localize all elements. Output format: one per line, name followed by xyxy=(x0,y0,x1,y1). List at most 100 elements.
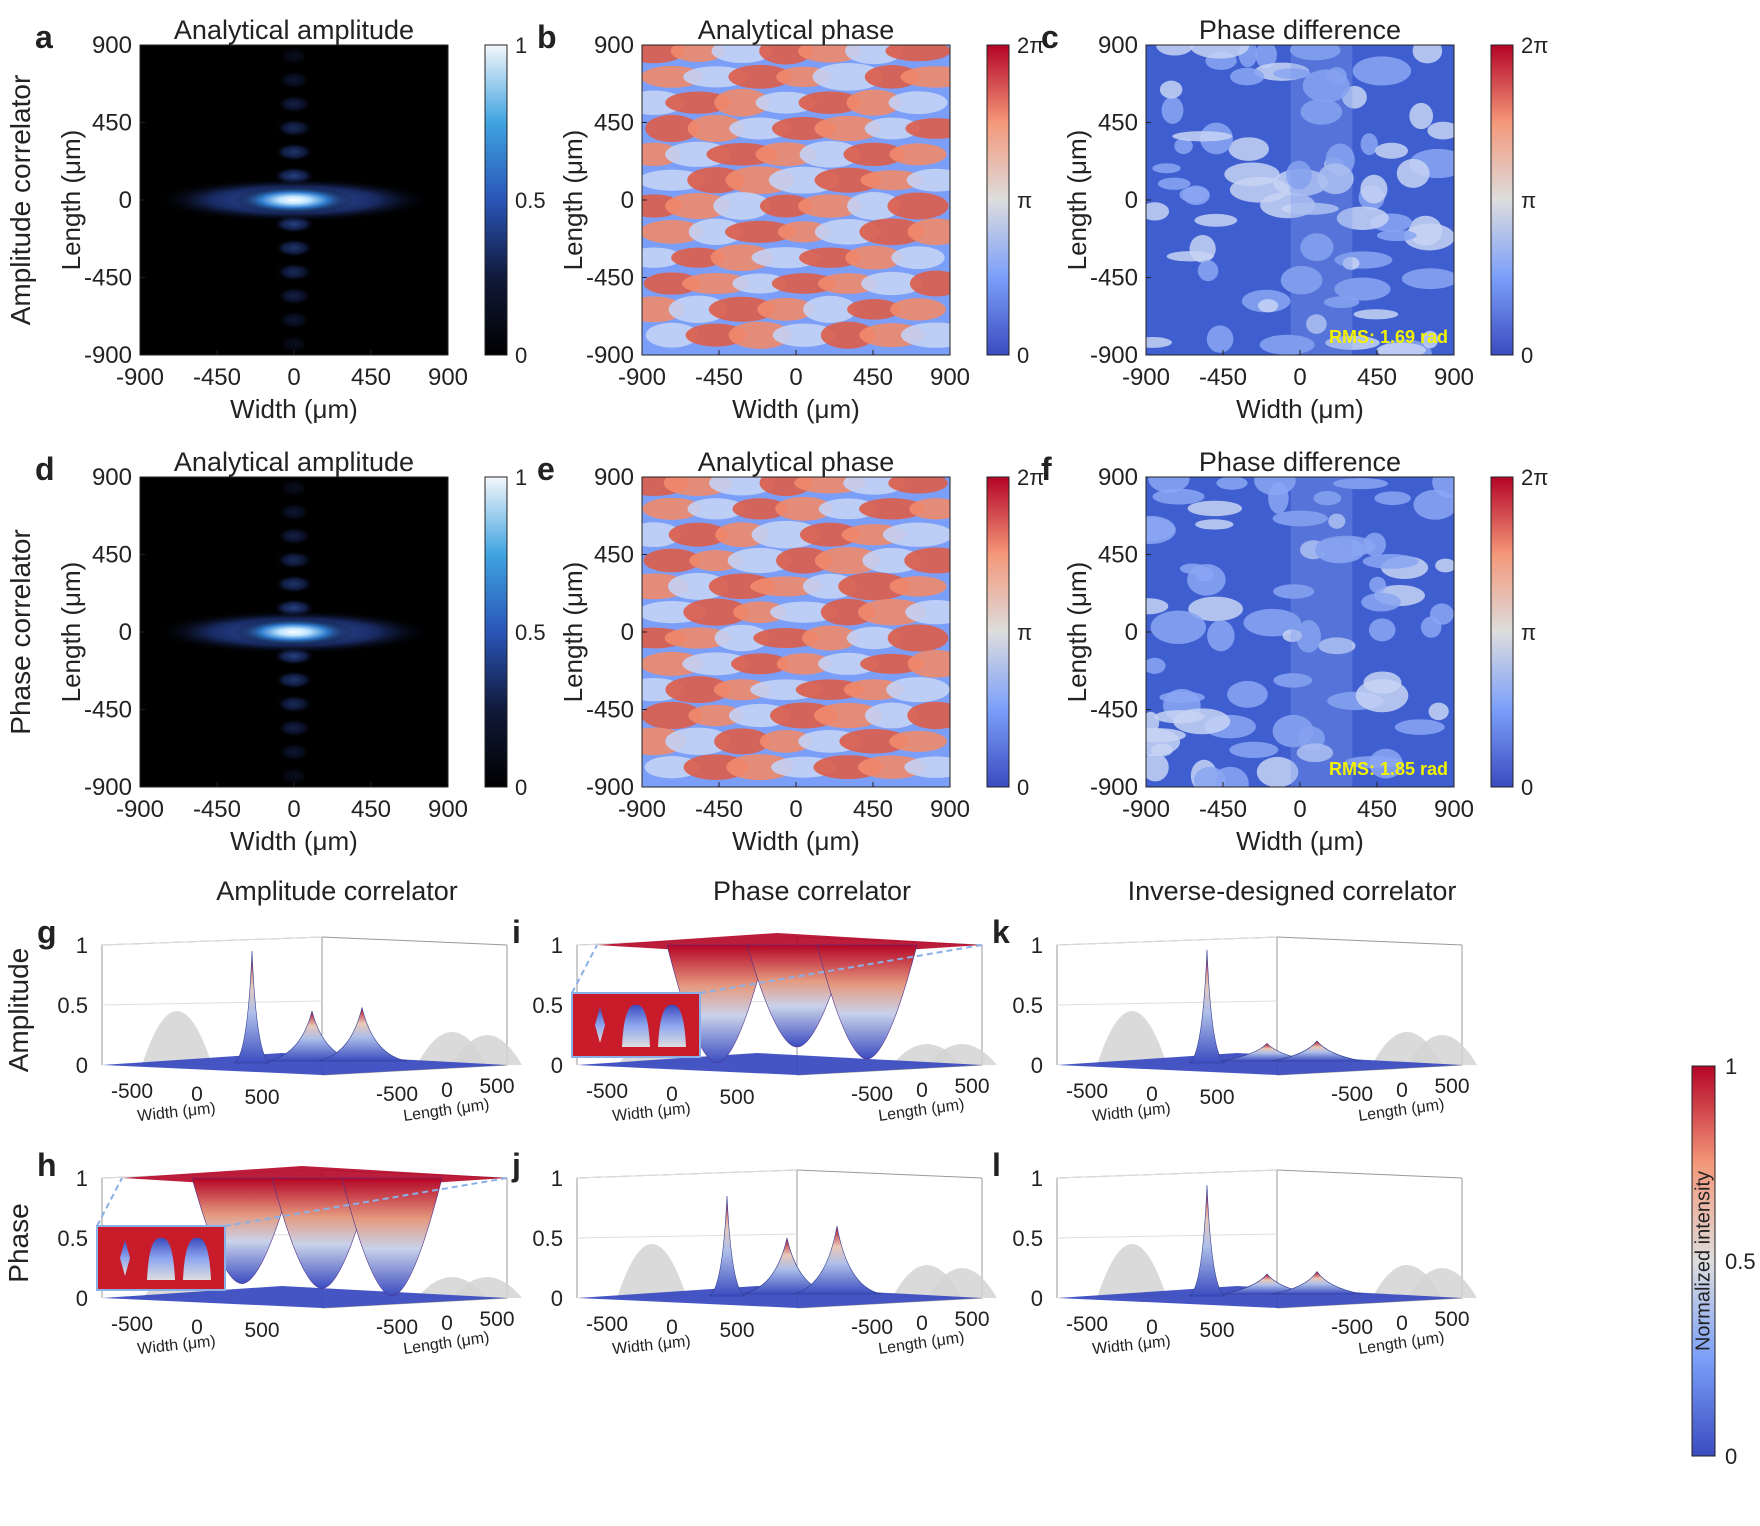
inset-shape xyxy=(595,1007,605,1043)
x-tick-label: 0 xyxy=(789,364,802,391)
y-tick-label: 900 xyxy=(92,32,132,59)
phase-patch xyxy=(1146,517,1176,542)
x-tick-label: -900 xyxy=(1122,796,1170,823)
x-tick-label: 900 xyxy=(1434,796,1474,823)
back-wall-top xyxy=(796,1169,983,1179)
y-tick-label: 900 xyxy=(594,32,634,59)
width-tick-label: 0 xyxy=(666,1083,678,1106)
colorbar-tick-label: 0 xyxy=(1017,343,1029,368)
x-tick-label: 450 xyxy=(1357,796,1397,823)
length-tick-label: 0 xyxy=(916,1312,928,1335)
x-tick-label: 0 xyxy=(287,364,300,391)
phase-band xyxy=(682,272,750,295)
panel-title: Phase difference xyxy=(1199,15,1401,45)
z-tick-label: 0.5 xyxy=(532,1226,563,1251)
phase-patch xyxy=(1195,566,1214,582)
x-axis-label: Width (μm) xyxy=(1236,826,1364,856)
length-tick-label: 0 xyxy=(1396,1312,1408,1335)
phase-patch xyxy=(1272,510,1328,527)
colorbar-tick-label: 0 xyxy=(515,343,527,368)
phase-patch xyxy=(1146,753,1169,782)
phase-band xyxy=(709,477,775,496)
phase-band xyxy=(731,653,789,675)
phase-patch xyxy=(1404,223,1454,251)
z-tick-label: 0 xyxy=(551,1286,563,1311)
phase-patch xyxy=(1256,756,1299,787)
phase-band xyxy=(888,91,948,115)
phase-band xyxy=(885,45,950,62)
width-tick-label: 0 xyxy=(191,1316,203,1339)
phase-band xyxy=(798,194,862,218)
phase-patch xyxy=(1207,620,1235,652)
phase-patch xyxy=(1172,131,1233,142)
shared-colorbar: 1 0.5 0 Normalized intensity xyxy=(1691,1054,1756,1469)
phase-patch xyxy=(1353,309,1399,320)
phase-band xyxy=(772,323,836,347)
row-label: Phase xyxy=(3,1203,34,1282)
length-tick-label: 500 xyxy=(1434,1308,1469,1331)
main-lobe xyxy=(234,618,354,646)
side-lobe xyxy=(279,47,309,65)
phase-band xyxy=(865,702,919,729)
colorbar-tick-label: 0 xyxy=(1725,1444,1737,1469)
phase-band xyxy=(817,273,879,294)
z-tick-label: 0.5 xyxy=(532,993,563,1018)
heatmap-image xyxy=(642,477,950,787)
colorbar xyxy=(1490,476,1514,788)
length-tick-label: 500 xyxy=(954,1075,989,1098)
phase-band xyxy=(710,244,774,271)
phase-band xyxy=(732,498,788,520)
colorbar-tick-label: π xyxy=(1521,620,1536,645)
side-lobe xyxy=(279,479,309,497)
phase-patch xyxy=(1412,45,1443,64)
phase-band xyxy=(814,547,882,574)
phase-patch xyxy=(1332,478,1388,490)
length-tick-label: 0 xyxy=(916,1079,928,1102)
phase-stripe xyxy=(1290,45,1353,355)
x-tick-label: 0 xyxy=(1293,796,1306,823)
phase-patch xyxy=(1195,519,1234,530)
rms-label: RMS: 1.69 rad xyxy=(1329,327,1448,347)
phase-patch xyxy=(1187,500,1243,517)
phase-patch xyxy=(1255,45,1277,69)
phase-patch xyxy=(1243,608,1302,637)
width-tick-label: 500 xyxy=(244,1319,279,1342)
side-lobe xyxy=(279,335,309,353)
surface-well xyxy=(341,1177,443,1296)
heatmap-panel-b: -900 -450 0 450 900 900 450 0 -450 -900 Width (μm)… xyxy=(537,15,1044,424)
phase-patch xyxy=(1432,477,1454,498)
surface-peak xyxy=(1271,1271,1363,1295)
phase-band xyxy=(727,547,793,574)
width-axis-label: Width (μm) xyxy=(612,1333,692,1358)
phase-patch xyxy=(1296,743,1334,763)
y-tick-label: 0 xyxy=(621,187,634,214)
surface-peak xyxy=(1188,949,1226,1064)
y-axis-label: Length (μm) xyxy=(558,130,588,271)
x-tick-label: 900 xyxy=(428,796,468,823)
z-tick-label: 1 xyxy=(551,1166,563,1191)
panel-letter: c xyxy=(1041,19,1059,55)
panel-title: Analytical phase xyxy=(698,15,895,45)
surface-floor xyxy=(1057,1286,1462,1308)
y-tick-label: -900 xyxy=(84,342,132,369)
phase-patch xyxy=(1229,67,1265,86)
heatmap-image xyxy=(1146,477,1454,787)
phase-band xyxy=(750,576,822,597)
phase-patch xyxy=(1326,67,1347,85)
phase-band xyxy=(682,652,750,676)
phase-patch xyxy=(1334,277,1391,301)
phase-band xyxy=(751,520,821,549)
phase-band xyxy=(671,247,725,268)
phase-stripe xyxy=(1290,477,1353,787)
y-tick-label: -900 xyxy=(1090,342,1138,369)
side-lobe xyxy=(275,263,313,281)
colorbar-tick-label: 1 xyxy=(515,465,527,490)
phase-band xyxy=(909,270,950,297)
phase-band xyxy=(714,88,770,117)
z-tick-label: 0 xyxy=(76,1286,88,1311)
column-title: Phase correlator xyxy=(713,876,911,906)
panel-letter: e xyxy=(537,451,555,487)
phase-patch xyxy=(1146,657,1166,674)
colorbar-tick-label: 0.5 xyxy=(515,188,546,213)
projection-shadow xyxy=(452,1035,522,1065)
